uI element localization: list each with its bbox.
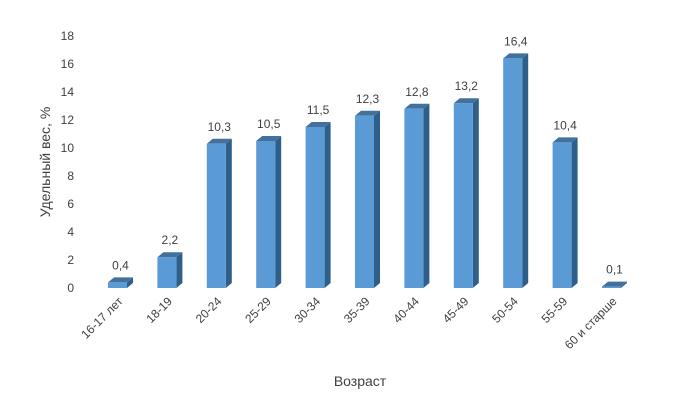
data-labels-group: 0,4 2,2 10,3 10,5 11,5 12,3 12,8 13,2 16,4 10,4 0,… xyxy=(112,34,623,276)
bar xyxy=(157,252,183,288)
bar-front-face xyxy=(305,127,325,288)
y-tick-label: 12 xyxy=(61,113,75,127)
bar xyxy=(404,103,430,288)
bar-side-face xyxy=(225,138,232,288)
bar xyxy=(503,53,529,289)
bar-side-face xyxy=(472,98,479,288)
data-label: 2,2 xyxy=(162,233,179,247)
bar-front-face xyxy=(206,143,226,288)
x-tick-label: 25-29 xyxy=(242,294,274,326)
bar-side-face xyxy=(621,281,627,288)
x-tick-label: 45-49 xyxy=(440,294,472,326)
y-tick-label: 0 xyxy=(67,281,74,295)
x-tick-label: 40-44 xyxy=(390,294,422,326)
x-tick-label: 18-19 xyxy=(143,294,175,326)
x-tick-label: 16-17 лет xyxy=(78,294,126,342)
data-label: 16,4 xyxy=(504,34,528,48)
data-label: 0,4 xyxy=(112,258,129,272)
bar-front-face xyxy=(552,142,572,288)
bar xyxy=(256,136,282,288)
bar-top-face xyxy=(206,138,232,144)
x-tick-label: 55-59 xyxy=(539,294,571,326)
bar-top-face xyxy=(256,136,282,141)
x-tick-label: 60 и старше xyxy=(562,294,620,352)
data-label: 13,2 xyxy=(455,79,479,93)
bar-front-face xyxy=(108,282,127,288)
bar-front-face xyxy=(404,108,424,288)
y-axis-ticks: 0 2 4 6 8 10 12 14 16 18 xyxy=(61,29,75,295)
bar xyxy=(355,110,380,288)
y-tick-label: 14 xyxy=(61,85,75,99)
bar xyxy=(305,122,331,288)
bar-top-face xyxy=(602,281,627,287)
x-tick-label: 30-34 xyxy=(292,294,324,326)
y-tick-label: 2 xyxy=(67,253,74,267)
y-tick-label: 16 xyxy=(61,57,75,71)
x-tick-label: 20-24 xyxy=(193,294,225,326)
x-axis-ticks: 16-17 лет 18-19 20-24 25-29 30-34 35-39 40-44 4… xyxy=(78,294,619,352)
x-axis-title: Возраст xyxy=(334,373,387,389)
data-label: 10,5 xyxy=(257,117,281,131)
bar-top-face xyxy=(503,53,529,59)
bar-front-face xyxy=(602,286,621,288)
bar-top-face xyxy=(355,110,380,116)
bar xyxy=(108,277,133,288)
bar-side-face xyxy=(324,122,331,288)
data-label: 12,8 xyxy=(405,85,429,99)
bar-side-face xyxy=(522,53,529,289)
x-tick-label: 35-39 xyxy=(341,294,373,326)
bar-side-face xyxy=(176,252,183,288)
bar-front-face xyxy=(256,141,276,288)
y-tick-label: 18 xyxy=(61,29,75,43)
bar-top-face xyxy=(453,98,479,104)
data-label: 10,3 xyxy=(208,120,232,134)
bar-front-face xyxy=(355,115,374,288)
y-tick-label: 8 xyxy=(67,169,74,183)
bar xyxy=(206,138,232,288)
bar-side-face xyxy=(571,137,578,288)
bar-front-face xyxy=(157,257,177,288)
bar-front-face xyxy=(503,58,523,289)
bar-side-face xyxy=(127,277,133,288)
bar-top-face xyxy=(305,122,331,127)
bar-top-face xyxy=(404,103,430,109)
y-axis-title: Удельный вес, % xyxy=(37,107,53,218)
bar-side-face xyxy=(423,103,430,288)
bars-group xyxy=(108,53,627,289)
data-label: 12,3 xyxy=(356,92,380,106)
bar-top-face xyxy=(552,137,578,143)
data-label: 10,4 xyxy=(553,118,577,132)
bar xyxy=(602,281,627,288)
data-label: 0,1 xyxy=(606,263,623,277)
data-label: 11,5 xyxy=(307,103,330,117)
bar xyxy=(453,98,479,288)
x-tick-label: 50-54 xyxy=(489,294,521,326)
y-tick-label: 6 xyxy=(67,197,74,211)
bar-front-face xyxy=(453,103,473,288)
bar-top-face xyxy=(157,252,183,258)
bar xyxy=(552,137,578,288)
y-tick-label: 4 xyxy=(67,225,74,239)
y-tick-label: 10 xyxy=(61,141,75,155)
bar-side-face xyxy=(275,136,282,288)
bar-top-face xyxy=(108,277,133,283)
bar-side-face xyxy=(374,110,380,288)
